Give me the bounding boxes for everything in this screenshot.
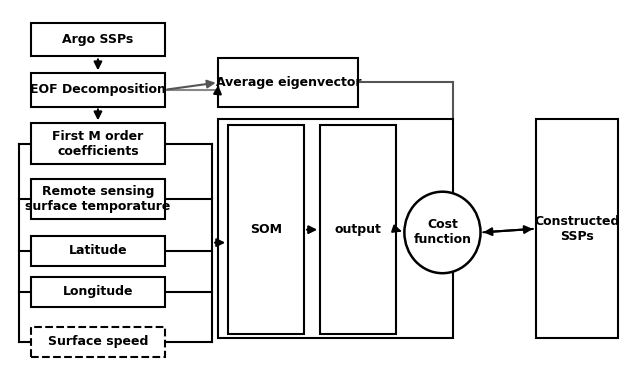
FancyBboxPatch shape: [320, 125, 396, 334]
FancyBboxPatch shape: [31, 23, 164, 56]
Text: First M order
coefficients: First M order coefficients: [52, 130, 143, 158]
FancyBboxPatch shape: [536, 120, 618, 338]
Text: output: output: [335, 223, 381, 236]
Text: Surface speed: Surface speed: [48, 335, 148, 348]
FancyBboxPatch shape: [228, 125, 304, 334]
Text: Argo SSPs: Argo SSPs: [62, 33, 134, 46]
Text: Constructed
SSPs: Constructed SSPs: [534, 215, 620, 243]
Text: Cost
function: Cost function: [413, 218, 472, 246]
FancyBboxPatch shape: [218, 120, 453, 338]
FancyBboxPatch shape: [31, 73, 164, 106]
FancyBboxPatch shape: [31, 327, 164, 356]
Text: Average eigenvector: Average eigenvector: [216, 76, 361, 89]
FancyBboxPatch shape: [31, 277, 164, 306]
Text: SOM: SOM: [250, 223, 282, 236]
Text: Latitude: Latitude: [68, 244, 127, 258]
Ellipse shape: [404, 192, 481, 273]
FancyBboxPatch shape: [31, 123, 164, 164]
FancyBboxPatch shape: [218, 58, 358, 106]
FancyBboxPatch shape: [31, 179, 164, 220]
Text: Longitude: Longitude: [63, 285, 133, 298]
Text: Remote sensing
surface temporature: Remote sensing surface temporature: [25, 185, 171, 213]
FancyBboxPatch shape: [31, 236, 164, 266]
Text: EOF Decomposition: EOF Decomposition: [30, 83, 166, 96]
